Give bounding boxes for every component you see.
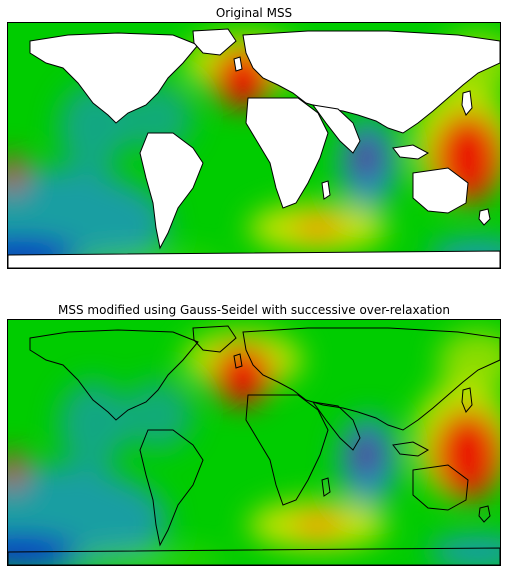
anomaly-north-atlantic-red [213,345,273,405]
coastline-antarctica [8,547,500,565]
coastline-africa [245,394,329,506]
panel-title-modified: MSS modified using Gauss-Seidel with suc… [58,303,450,317]
anomaly-south-indian-orange [293,515,343,535]
mss-anomaly-field [8,330,500,565]
coastline-japan [461,90,473,116]
coastline-uk [233,353,243,369]
coastline-africa [245,97,329,209]
anomaly-indian-ocean-purple [352,136,380,180]
mss-map-original [8,23,500,268]
anomaly-west-edge-red [8,153,25,193]
coastline-south-america [139,132,204,250]
coastline-north-america [29,32,199,124]
anomaly-west-pacific-red [433,410,500,500]
map-panel-modified [7,319,501,566]
coastline-madagascar [321,180,331,200]
coastline-new-zealand [478,505,491,523]
anomaly-east-pacific-blue [58,380,128,470]
anomaly-north-pacific-yellow [438,330,500,390]
coastline-new-zealand [478,208,491,226]
anomaly-far-south-east-blue [428,536,500,565]
coastline-antarctica [8,250,500,268]
anomaly-southern-ocean-green [68,550,228,565]
coastline-europe-asia [242,30,500,134]
coastline-uk [233,56,243,72]
coastline-south-america [139,429,204,547]
map-panel-original [7,22,501,269]
coastline-greenland [192,28,237,56]
coastlines [8,325,500,565]
coastline-greenland [192,325,237,353]
coastline-indonesia [392,144,430,160]
coastline-australia [412,464,469,511]
anomaly-indian-ocean-purple [352,433,380,477]
coastline-japan [461,387,473,413]
panel-title-original: Original MSS [215,6,293,20]
coastline-australia [412,167,469,214]
anomaly-south-indian-orange [293,218,343,238]
coastline-indonesia [392,441,430,457]
coastline-madagascar [321,477,331,497]
mss-map-modified [8,320,500,565]
coastline-arabia-india [311,104,361,154]
coastline-arabia-india [311,401,361,451]
coastline-north-america [29,329,199,421]
anomaly-west-edge-red [8,450,25,490]
coastline-europe-asia [242,327,500,431]
coastlines [8,28,500,268]
